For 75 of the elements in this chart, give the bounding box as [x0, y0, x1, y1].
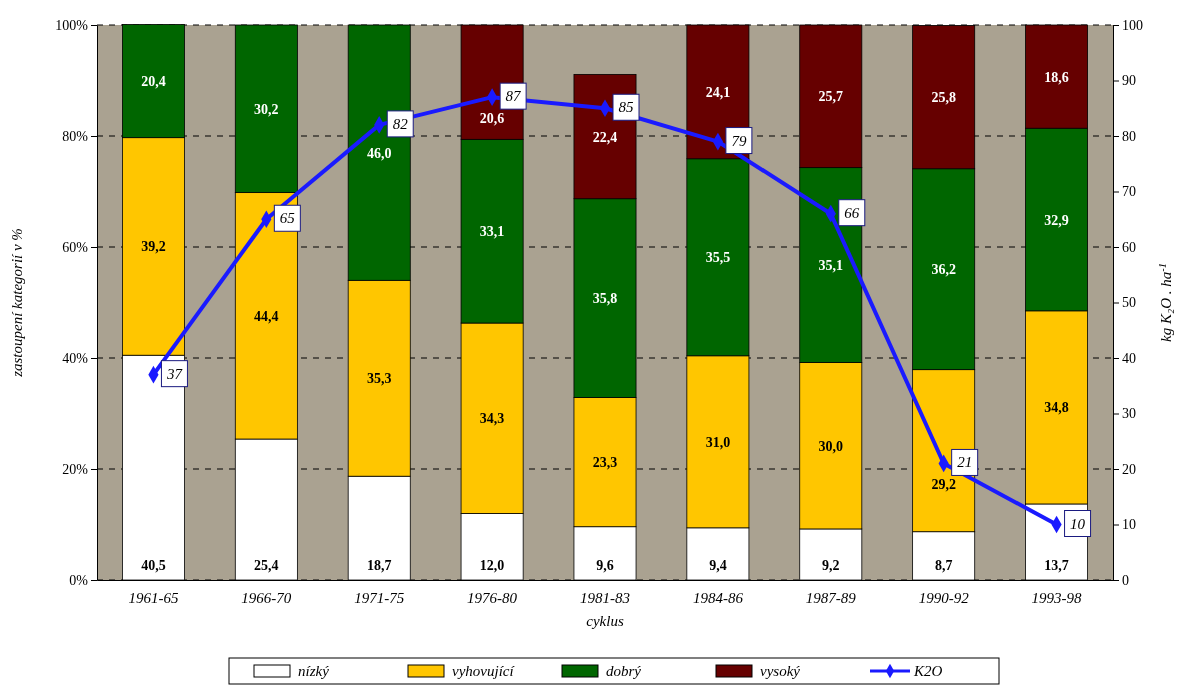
data-label: 12,0 [479, 558, 505, 573]
legend-label: vysoký [760, 663, 801, 679]
data-label: 37 [165, 365, 184, 382]
y2-tick-label: 20 [1122, 461, 1136, 477]
data-label: 31,0 [705, 434, 731, 450]
data-label: 21 [957, 454, 973, 471]
x-tick-label: 1987-89 [805, 589, 857, 606]
y2-tick-label: 80 [1122, 128, 1136, 144]
data-label: 34,3 [479, 411, 505, 427]
data-label: 20,4 [141, 74, 166, 90]
data-label: 9,6 [596, 558, 614, 573]
y2-tick-label: 10 [1122, 517, 1136, 533]
x-tick-label: 1993-98 [1031, 589, 1083, 606]
data-label: 66 [844, 204, 860, 221]
x-tick-label: 1961-65 [128, 589, 179, 606]
y2-tick-label: 100 [1122, 17, 1143, 33]
data-label: 46,0 [366, 145, 392, 161]
data-label: 10 [1070, 515, 1086, 532]
y-tick-label: 20% [62, 461, 89, 477]
x-tick-label: 1976-80 [467, 589, 518, 606]
y-axis-title: zastoupení kategorií v % [9, 228, 25, 378]
data-label: 9,4 [709, 558, 727, 573]
x-tick-label: 1966-70 [241, 589, 292, 606]
y2-tick-label: 50 [1122, 295, 1136, 311]
data-label: 24,1 [705, 84, 731, 100]
legend-label: vyhovující [452, 663, 516, 679]
data-label: 32,9 [1044, 212, 1069, 228]
data-label: 35,1 [818, 258, 844, 274]
data-label: 36,2 [931, 262, 956, 278]
x-tick-label: 1971-75 [354, 589, 405, 606]
data-label: 30,0 [818, 438, 844, 454]
data-label: 8,7 [934, 558, 953, 573]
data-label: 44,4 [254, 308, 279, 324]
legend-label: K2O [913, 663, 943, 679]
data-label: 23,3 [592, 455, 618, 471]
data-label: 79 [731, 132, 747, 149]
y2-tick-label: 90 [1122, 73, 1136, 89]
x-axis-title: cyklus [586, 613, 624, 629]
y-tick-label: 80% [62, 128, 89, 144]
x-tick-label: 1981-83 [580, 589, 630, 606]
data-label: 13,7 [1044, 558, 1069, 573]
data-label: 33,1 [479, 224, 505, 240]
y-tick-label: 60% [62, 239, 89, 255]
data-label: 35,8 [592, 291, 618, 307]
data-label: 9,2 [822, 558, 840, 573]
data-label: 82 [392, 115, 409, 132]
y-tick-label: 0% [69, 572, 89, 588]
data-label: 20,6 [479, 111, 505, 127]
y-tick-label: 40% [62, 350, 89, 366]
data-label: 34,8 [1044, 400, 1069, 416]
data-label: 85 [618, 99, 634, 116]
legend-label: dobrý [606, 663, 642, 679]
data-label: 39,2 [141, 239, 166, 255]
data-label: 40,5 [141, 558, 166, 573]
y2-tick-label: 0 [1122, 572, 1129, 588]
data-label: 18,6 [1044, 69, 1069, 85]
data-label: 30,2 [254, 101, 279, 117]
x-tick-label: 1984-86 [692, 589, 744, 606]
data-label: 25,4 [254, 558, 279, 573]
data-label: 35,3 [366, 371, 392, 387]
y2-tick-label: 30 [1122, 406, 1136, 422]
data-label: 18,7 [366, 558, 392, 573]
data-label: 87 [505, 88, 523, 105]
x-tick-label: 1990-92 [918, 589, 970, 606]
data-label: 65 [279, 210, 296, 227]
legend-label: nízký [298, 663, 330, 679]
y-tick-label: 100% [55, 17, 89, 33]
data-label: 35,5 [705, 250, 731, 266]
data-label: 25,8 [931, 90, 956, 106]
data-label: 29,2 [931, 477, 956, 493]
data-label: 22,4 [592, 129, 618, 145]
y2-tick-label: 60 [1122, 239, 1136, 255]
y2-tick-label: 70 [1122, 184, 1136, 200]
data-label: 25,7 [818, 89, 844, 105]
y2-tick-label: 40 [1122, 350, 1136, 366]
